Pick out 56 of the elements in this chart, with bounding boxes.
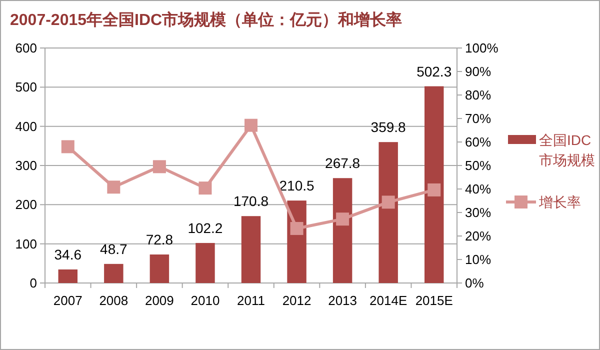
x-tick-label: 2014E (370, 293, 408, 308)
bar (424, 86, 444, 283)
y2-tick-label: 90% (465, 64, 492, 79)
data-label: 34.6 (54, 246, 82, 262)
bar (58, 269, 78, 283)
data-label: 502.3 (416, 63, 452, 80)
data-label: 102.2 (188, 220, 223, 236)
data-label: 72.8 (146, 231, 174, 248)
point (152, 160, 166, 174)
point (290, 222, 304, 235)
y-tick-label: 600 (15, 40, 37, 56)
y2-tick-label: 50% (465, 158, 492, 173)
x-tick-label: 2015E (415, 293, 454, 308)
x-tick-label: 2008 (99, 293, 128, 308)
chart-title: 2007-2015年全国IDC市场规模（单位：亿元）和增长率 (10, 10, 402, 29)
y2-tick-label: 100% (465, 40, 499, 56)
y-tick-label: 400 (15, 118, 37, 134)
y2-tick-label: 20% (465, 228, 492, 244)
point (428, 183, 441, 196)
point (198, 182, 212, 195)
data-label: 170.8 (233, 193, 269, 210)
x-tick-label: 2012 (282, 293, 312, 308)
x-tick-label: 2010 (190, 293, 220, 308)
x-tick-label: 2011 (237, 293, 265, 308)
data-label: 210.5 (279, 178, 314, 194)
bar (150, 254, 170, 283)
y-tick-label: 200 (15, 197, 37, 212)
y2-tick-label: 60% (465, 134, 492, 150)
legend-label: 增长率 (538, 194, 581, 210)
point (244, 118, 258, 132)
y2-tick-label: 0% (465, 276, 484, 290)
point (336, 212, 350, 226)
bar (104, 264, 124, 283)
data-label: 48.7 (100, 240, 128, 257)
point (61, 140, 74, 154)
y2-tick-label: 40% (465, 182, 492, 196)
y-tick-label: 300 (15, 158, 37, 173)
bar (378, 142, 398, 283)
y-tick-label: 100 (15, 236, 37, 252)
bar (241, 216, 261, 283)
y2-tick-label: 80% (465, 88, 492, 102)
bar (332, 178, 352, 283)
y2-tick-label: 70% (465, 111, 492, 126)
bar (196, 242, 215, 283)
y-tick-label: 0 (30, 276, 37, 290)
point (107, 180, 120, 194)
x-tick-label: 2009 (144, 293, 174, 308)
y2-tick-label: 10% (465, 252, 492, 267)
data-label: 267.8 (325, 155, 360, 172)
legend-label: 全国IDC市场规模 (539, 132, 595, 168)
y2-tick-label: 30% (465, 205, 492, 220)
x-tick-label: 2013 (328, 293, 358, 308)
y-tick-label: 500 (15, 80, 37, 95)
x-tick-label: 2007 (53, 293, 82, 308)
point (382, 196, 395, 209)
data-label: 359.8 (370, 119, 406, 136)
